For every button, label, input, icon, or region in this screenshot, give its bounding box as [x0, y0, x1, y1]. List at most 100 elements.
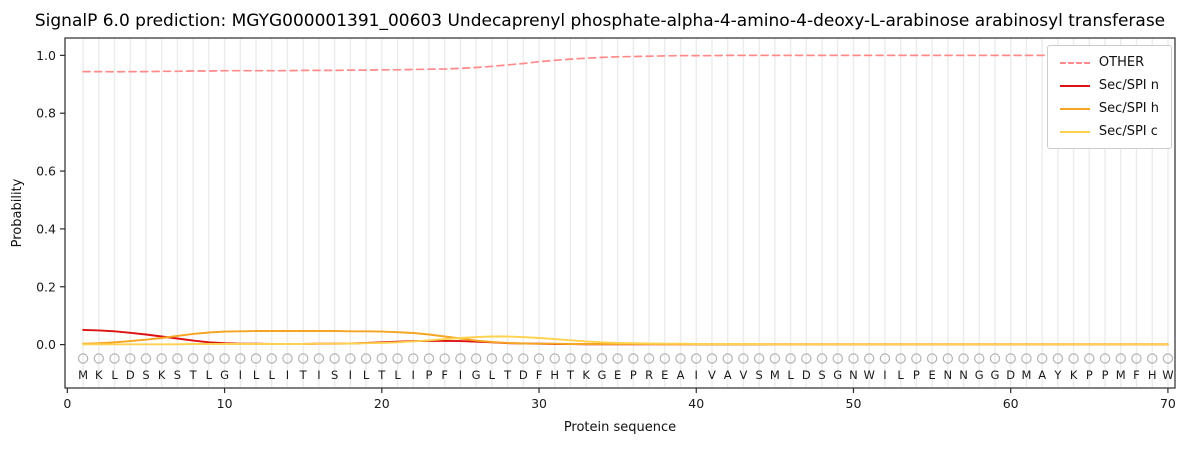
legend-entry-sec-spi-n: Sec/SPI n: [1059, 78, 1159, 93]
svg-text:S: S: [174, 368, 181, 382]
svg-text:N: N: [944, 368, 953, 382]
svg-text:T: T: [566, 368, 575, 382]
svg-text:N: N: [849, 368, 858, 382]
series-sec-spi-c: [82, 335, 1169, 346]
x-axis-ticks: 0 10 20 30 40 50 60 70: [63, 388, 1176, 411]
svg-text:L: L: [394, 368, 401, 382]
svg-text:0.4: 0.4: [36, 221, 56, 236]
svg-text:I: I: [459, 368, 462, 382]
svg-text:40: 40: [688, 396, 704, 411]
svg-text:W: W: [1162, 368, 1173, 382]
svg-text:I: I: [883, 368, 886, 382]
svg-text:V: V: [708, 368, 716, 382]
svg-text:1.0: 1.0: [36, 48, 56, 63]
svg-text:K: K: [1070, 368, 1078, 382]
svg-text:D: D: [519, 368, 528, 382]
svg-text:D: D: [1006, 368, 1015, 382]
legend-line-swatch-sec-spi-n: [1059, 84, 1090, 87]
legend-entry-sec-spi-c: Sec/SPI c: [1059, 124, 1159, 139]
legend: OTHER Sec/SPI n Sec/SPI h Sec/SPI c: [1046, 45, 1172, 149]
svg-text:M: M: [78, 368, 88, 382]
svg-text:M: M: [770, 368, 780, 382]
svg-text:P: P: [913, 368, 920, 382]
svg-text:D: D: [126, 368, 135, 382]
svg-text:30: 30: [531, 396, 547, 411]
svg-text:S: S: [142, 368, 149, 382]
svg-text:K: K: [158, 368, 166, 382]
svg-text:L: L: [787, 368, 794, 382]
svg-text:60: 60: [1003, 396, 1019, 411]
svg-text:G: G: [833, 368, 842, 382]
svg-text:L: L: [489, 368, 496, 382]
svg-text:T: T: [377, 368, 386, 382]
legend-label-sec-spi-h: Sec/SPI h: [1098, 101, 1159, 116]
svg-text:E: E: [928, 368, 935, 382]
svg-text:0.0: 0.0: [36, 337, 56, 352]
svg-text:A: A: [1038, 368, 1046, 382]
svg-text:F: F: [441, 368, 448, 382]
position-markers: [77, 353, 1174, 364]
svg-text:N: N: [959, 368, 968, 382]
svg-text:L: L: [206, 368, 213, 382]
svg-text:A: A: [677, 368, 685, 382]
legend-entry-other: OTHER: [1059, 55, 1159, 70]
svg-text:T: T: [503, 368, 512, 382]
svg-text:S: S: [755, 368, 762, 382]
legend-line-swatch-sec-spi-h: [1059, 107, 1090, 110]
y-axis-label: Probability: [10, 178, 25, 248]
axes-frame: [64, 37, 1176, 389]
svg-text:G: G: [220, 368, 229, 382]
svg-text:F: F: [536, 368, 543, 382]
svg-text:P: P: [1102, 368, 1109, 382]
legend-label-sec-spi-n: Sec/SPI n: [1098, 78, 1159, 93]
svg-text:G: G: [472, 368, 481, 382]
legend-line-swatch-other: [1059, 61, 1090, 64]
gridlines: [82, 39, 1169, 387]
svg-text:0: 0: [63, 396, 71, 411]
svg-text:L: L: [897, 368, 904, 382]
svg-text:I: I: [317, 368, 320, 382]
y-axis-ticks: 0.0 0.2 0.4 0.6 0.8 1.0: [36, 48, 65, 352]
svg-text:K: K: [95, 368, 103, 382]
svg-text:A: A: [724, 368, 732, 382]
svg-text:M: M: [1116, 368, 1126, 382]
legend-label-other: OTHER: [1098, 55, 1145, 70]
svg-text:Y: Y: [1053, 368, 1062, 382]
svg-text:I: I: [286, 368, 289, 382]
svg-text:10: 10: [217, 396, 233, 411]
svg-text:T: T: [189, 368, 198, 382]
svg-text:D: D: [802, 368, 811, 382]
svg-text:E: E: [614, 368, 621, 382]
svg-text:G: G: [975, 368, 984, 382]
svg-text:20: 20: [374, 396, 390, 411]
svg-text:W: W: [864, 368, 875, 382]
svg-text:G: G: [597, 368, 606, 382]
chart-title: SignalP 6.0 prediction: MGYG000001391_00…: [34, 11, 1166, 31]
legend-entry-sec-spi-h: Sec/SPI h: [1059, 101, 1159, 116]
svg-text:L: L: [363, 368, 370, 382]
svg-text:M: M: [1021, 368, 1031, 382]
svg-text:P: P: [1086, 368, 1093, 382]
svg-text:0.6: 0.6: [36, 164, 56, 179]
svg-text:0.2: 0.2: [36, 279, 56, 294]
svg-text:P: P: [630, 368, 637, 382]
svg-text:P: P: [426, 368, 433, 382]
svg-text:F: F: [1133, 368, 1140, 382]
svg-text:G: G: [991, 368, 1000, 382]
legend-line-swatch-sec-spi-c: [1059, 130, 1090, 133]
svg-text:T: T: [299, 368, 308, 382]
svg-text:K: K: [582, 368, 590, 382]
svg-text:S: S: [818, 368, 825, 382]
svg-text:70: 70: [1160, 396, 1176, 411]
svg-text:I: I: [239, 368, 242, 382]
svg-text:L: L: [111, 368, 118, 382]
svg-text:L: L: [269, 368, 276, 382]
svg-text:E: E: [661, 368, 668, 382]
svg-text:0.8: 0.8: [36, 106, 56, 121]
x-axis-label: Protein sequence: [563, 420, 677, 435]
svg-text:I: I: [695, 368, 698, 382]
svg-text:S: S: [331, 368, 338, 382]
